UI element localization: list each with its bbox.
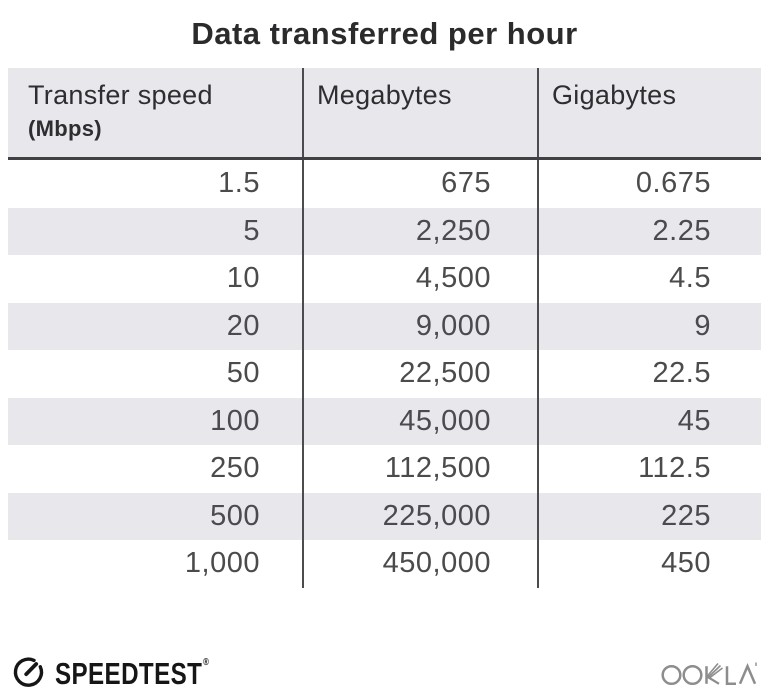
cell-gigabytes: 45	[537, 397, 761, 445]
table-row: 500 225,000 225	[8, 492, 761, 540]
cell-speed: 1.5	[218, 167, 260, 200]
cell-megabytes: 9,000	[302, 302, 537, 350]
table-row: 250 112,500 112.5	[8, 445, 761, 493]
page-title: Data transferred per hour	[191, 16, 578, 51]
cell-speed: 50	[226, 357, 260, 390]
speedtest-wordmark-text: SPEEDTEST	[55, 656, 203, 691]
cell-megabytes: 112,500	[302, 445, 537, 493]
cell-megabytes: 450,000	[302, 540, 537, 588]
cell-gigabytes: 225	[537, 492, 761, 540]
cell-speed: 1,000	[184, 547, 260, 580]
table-row: 50 22,500 22.5	[8, 350, 761, 398]
speedtest-logo: SPEEDTEST®	[10, 653, 252, 695]
cell-speed: 20	[226, 309, 260, 342]
table-row: 5 2,250 2.25	[8, 207, 761, 255]
header-mbps-sublabel: (Mbps)	[28, 116, 102, 141]
cell-speed: 250	[210, 452, 260, 485]
cell-speed: 500	[210, 499, 260, 532]
data-table: Transfer speed (Mbps) Megabytes Gigabyte…	[8, 68, 761, 588]
cell-gigabytes: 9	[537, 302, 761, 350]
table-body: 1.5 675 0.675 5 2,250 2.25 10 4,500 4.5 20 9,000 9 5…	[8, 160, 761, 588]
header-gigabytes: Gigabytes	[537, 68, 761, 157]
header-megabytes-label: Megabytes	[317, 80, 452, 110]
header-gigabytes-label: Gigabytes	[552, 80, 677, 110]
cell-megabytes: 675	[302, 160, 537, 208]
registered-mark: ®	[203, 657, 210, 668]
cell-megabytes: 2,250	[302, 207, 537, 255]
table-header-row: Transfer speed (Mbps) Megabytes Gigabyte…	[8, 68, 761, 160]
cell-megabytes: 22,500	[302, 350, 537, 398]
cell-speed: 10	[226, 262, 260, 295]
cell-speed: 100	[210, 404, 260, 437]
cell-megabytes: 45,000	[302, 397, 537, 445]
table-row: 100 45,000 45	[8, 397, 761, 445]
header-megabytes: Megabytes	[302, 68, 537, 157]
cell-megabytes: 225,000	[302, 492, 537, 540]
header-transfer-speed: Transfer speed (Mbps)	[8, 68, 302, 157]
speedtest-wordmark: SPEEDTEST®	[55, 656, 210, 692]
table-row: 20 9,000 9	[8, 302, 761, 350]
header-transfer-speed-label: Transfer speed	[28, 80, 213, 110]
cell-gigabytes: 0.675	[537, 160, 761, 208]
cell-gigabytes: 4.5	[537, 255, 761, 303]
cell-gigabytes: 112.5	[537, 445, 761, 493]
cell-speed: 5	[243, 214, 260, 247]
ookla-wordmark-icon	[661, 662, 757, 692]
table-row: 1.5 675 0.675	[8, 160, 761, 208]
cell-gigabytes: 22.5	[537, 350, 761, 398]
cell-gigabytes: 450	[537, 540, 761, 588]
table-row: 1,000 450,000 450	[8, 540, 761, 588]
ookla-logo	[661, 658, 757, 693]
cell-megabytes: 4,500	[302, 255, 537, 303]
table-row: 10 4,500 4.5	[8, 255, 761, 303]
cell-gigabytes: 2.25	[537, 207, 761, 255]
speedtest-gauge-icon	[10, 653, 47, 695]
